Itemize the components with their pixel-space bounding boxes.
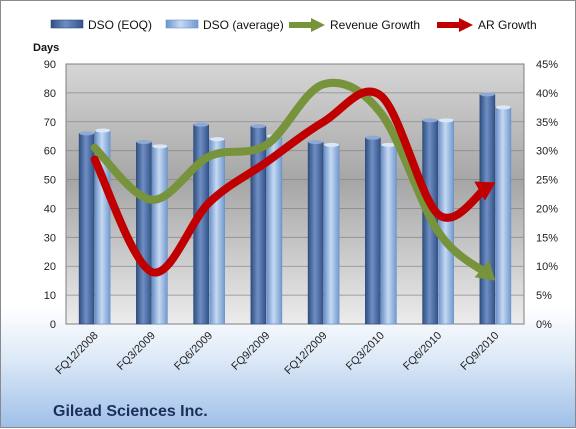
right-tick-label: 25% — [536, 175, 558, 187]
bar-cap-dso-average — [95, 128, 111, 133]
legend-arrow-ar-growth — [459, 18, 473, 32]
bar-cap-dso-eoq — [422, 118, 438, 123]
line-series — [90, 78, 496, 281]
legend-label-dso-average: DSO (average) — [203, 18, 284, 32]
right-tick-label: 20% — [536, 203, 558, 215]
legend-label-revenue-growth: Revenue Growth — [330, 18, 420, 32]
arrowhead-revenue-growth — [474, 260, 496, 281]
bar-dso-eoq — [365, 137, 381, 325]
bar-cap-dso-eoq — [479, 92, 495, 97]
category-labels: FQ12/2008 FQ3/2009 FQ6/2009 FQ9/2009 FQ12/20… — [53, 330, 501, 377]
right-tick-label: 10% — [536, 261, 558, 273]
left-tick-label: 20 — [44, 261, 56, 273]
bar-dso-eoq — [250, 125, 267, 325]
right-tick-label: 35% — [536, 117, 558, 129]
left-tick-label: 70 — [44, 117, 56, 129]
bar-cap-dso-average — [209, 137, 225, 142]
category-label: FQ3/2009 — [115, 330, 158, 373]
bar-cap-dso-eoq — [79, 131, 95, 136]
left-tick-label: 40 — [44, 203, 56, 215]
left-tick-label: 10 — [44, 290, 56, 302]
bar-cap-dso-average — [438, 118, 454, 123]
left-tick-label: 30 — [44, 232, 56, 244]
bar-dso-average — [381, 144, 397, 325]
left-tick-label: 50 — [44, 175, 56, 187]
legend-item-dso-eoq: DSO (EOQ) — [50, 18, 152, 32]
legend-item-ar-growth: AR Growth — [437, 18, 537, 32]
category-label: FQ3/2010 — [344, 330, 387, 373]
legend: DSO (EOQ) DSO (average) Revenue Growth A… — [50, 18, 537, 32]
legend-item-revenue-growth: Revenue Growth — [289, 18, 420, 32]
legend-swatch-dso-average — [165, 19, 199, 29]
left-tick-label: 90 — [44, 59, 56, 71]
legend-label-dso-eoq: DSO (EOQ) — [88, 18, 152, 32]
right-tick-label: 40% — [536, 88, 558, 100]
category-label: FQ6/2009 — [172, 330, 215, 373]
left-axis-title: Days — [33, 42, 59, 54]
left-tick-label: 80 — [44, 88, 56, 100]
line-revenue-growth — [90, 78, 492, 279]
bar-cap-dso-eoq — [250, 124, 266, 129]
bar-dso-average — [209, 138, 225, 325]
right-tick-label: 0% — [536, 319, 552, 331]
left-axis-ticks: 0 10 20 30 40 50 60 70 80 90 — [44, 59, 56, 331]
legend-label-ar-growth: AR Growth — [478, 18, 537, 32]
left-tick-label: 0 — [50, 319, 56, 331]
right-tick-label: 5% — [536, 290, 552, 302]
right-tick-label: 15% — [536, 232, 558, 244]
line-ar-growth — [90, 87, 491, 277]
legend-swatch-dso-eoq — [50, 19, 84, 29]
bar-cap-dso-eoq — [308, 140, 324, 144]
legend-item-dso-average: DSO (average) — [165, 18, 284, 32]
company-name: Gilead Sciences Inc. — [53, 403, 208, 420]
category-label: FQ12/2008 — [53, 330, 100, 377]
bar-dso-eoq — [479, 94, 496, 325]
bar-dso-average — [152, 146, 168, 325]
right-tick-label: 45% — [536, 59, 558, 71]
legend-arrow-revenue-growth — [311, 18, 325, 32]
category-label: FQ6/2010 — [401, 330, 444, 373]
category-label: FQ12/2009 — [282, 330, 329, 377]
bar-cap-dso-eoq — [365, 135, 381, 140]
bar-series — [78, 92, 512, 325]
bar-cap-dso-eoq — [193, 122, 209, 127]
bar-dso-average — [438, 120, 454, 325]
bar-dso-eoq — [307, 141, 324, 325]
right-tick-label: 30% — [536, 146, 558, 158]
bar-dso-average — [323, 144, 340, 325]
left-tick-label: 60 — [44, 146, 56, 158]
arrowhead-ar-growth — [474, 181, 496, 201]
bar-cap-dso-average — [495, 105, 511, 110]
bar-cap-dso-average — [152, 144, 168, 149]
bar-dso-average — [495, 107, 512, 325]
category-label: FQ9/2009 — [229, 330, 272, 373]
bar-cap-dso-eoq — [136, 140, 152, 144]
bar-cap-dso-average — [381, 142, 397, 147]
bar-cap-dso-average — [324, 142, 340, 147]
category-label: FQ9/2010 — [458, 330, 501, 373]
bar-dso-eoq — [136, 141, 152, 325]
right-axis-ticks: 0% 5% 10% 15% 20% 25% 30% 35% 40% 45% — [536, 59, 558, 331]
